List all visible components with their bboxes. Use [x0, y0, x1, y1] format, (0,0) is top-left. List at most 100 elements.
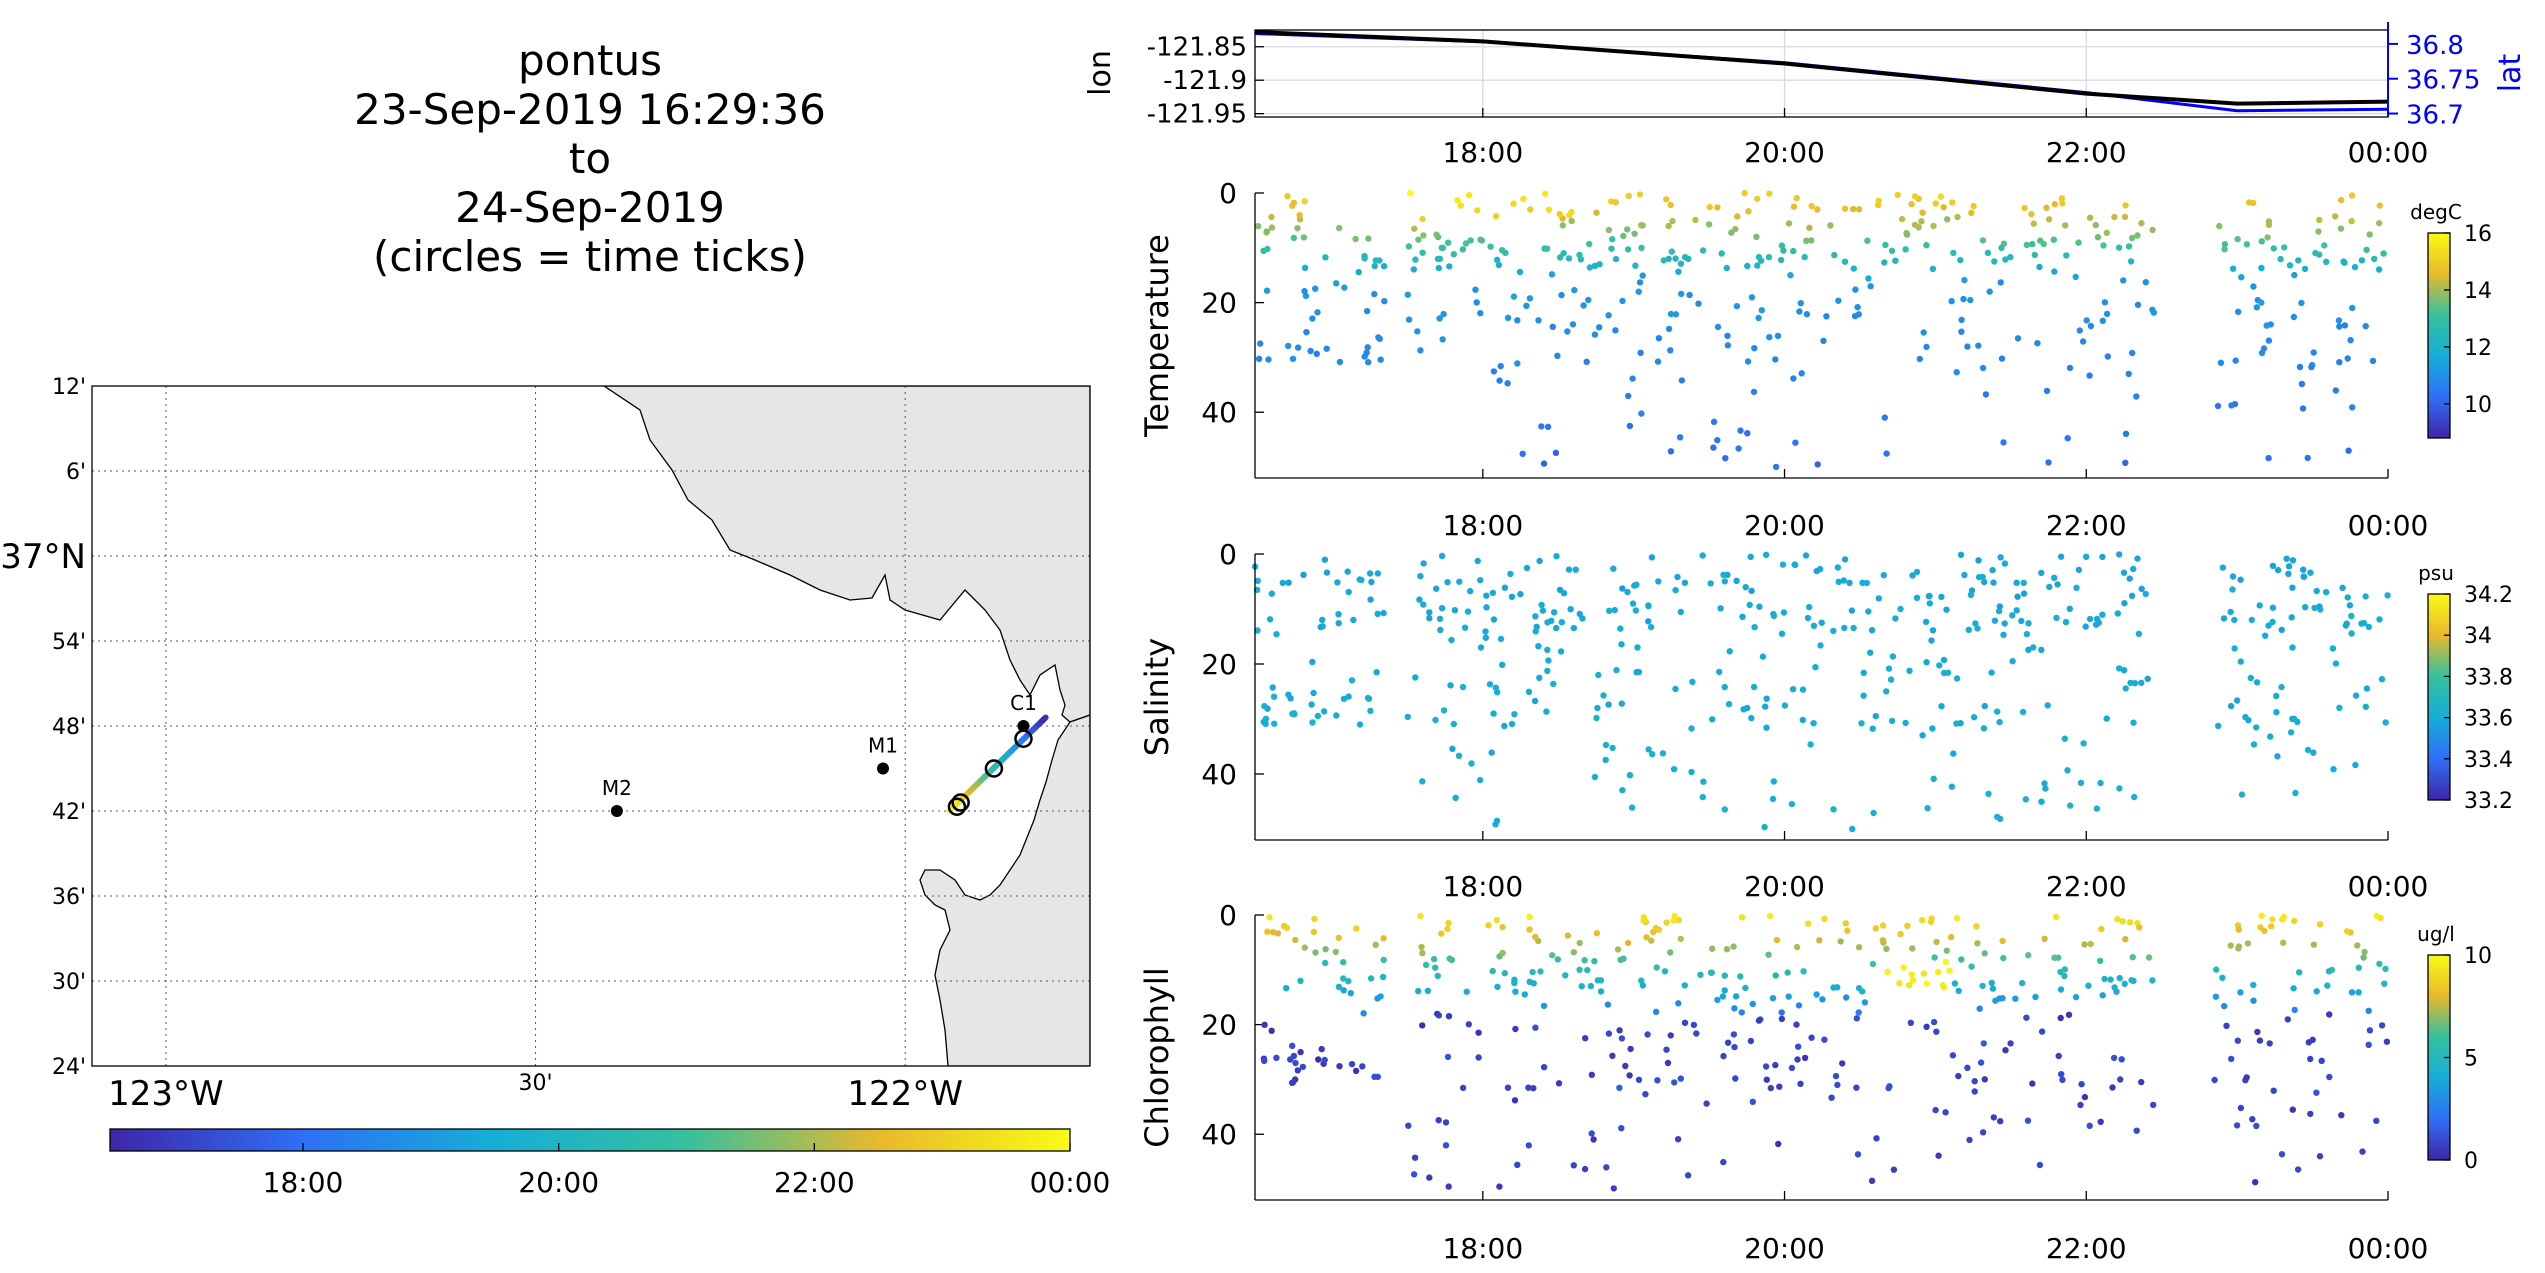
data-point [1784, 969, 1791, 976]
data-point [1433, 231, 1440, 238]
data-point [1301, 264, 1309, 271]
data-point [2043, 387, 2051, 395]
data-point [1525, 1142, 1533, 1149]
data-point [2376, 202, 2383, 209]
data-point [1420, 232, 1427, 239]
data-point [1624, 246, 1632, 253]
data-point [1629, 600, 1637, 607]
data-point [2269, 604, 2277, 611]
data-point [2057, 1014, 2064, 1022]
data-point [2144, 675, 2151, 682]
data-point [1689, 678, 1696, 685]
data-point [2050, 236, 2057, 243]
data-point [1799, 686, 1807, 693]
data-point [2300, 573, 2307, 580]
data-point [2265, 221, 2273, 228]
data-point [1935, 1152, 1942, 1159]
data-point [2326, 1073, 2333, 1081]
data-point [1512, 1025, 1519, 1033]
data-point [2066, 605, 2073, 612]
data-point [1793, 1021, 1800, 1028]
data-point [1797, 1080, 1804, 1088]
map-lon-tick-label: 30' [519, 1071, 553, 1096]
data-point [1772, 1061, 1779, 1069]
data-point [1410, 266, 1418, 273]
data-point [1637, 349, 1644, 356]
data-point [1319, 616, 1326, 624]
data-point [2253, 679, 2261, 686]
data-point [2344, 594, 2351, 601]
data-point [1417, 572, 1424, 580]
data-point [1570, 949, 1578, 956]
data-point [1863, 579, 1871, 587]
data-point [1530, 980, 1537, 987]
data-point [2082, 623, 2089, 630]
data-point [1867, 649, 1874, 656]
data-point [2122, 685, 2129, 692]
data-point [1814, 461, 1821, 468]
data-point [1467, 587, 1474, 595]
data-point [1619, 585, 1626, 592]
data-point [2054, 581, 2061, 588]
time-tick-label: 00:00 [2348, 1232, 2429, 1265]
data-point [2114, 610, 2121, 617]
data-point [2310, 749, 2317, 756]
data-point [1581, 1165, 1589, 1173]
data-point [1468, 760, 1475, 767]
data-point [1780, 609, 1788, 616]
data-point [2127, 258, 2135, 265]
data-point [2097, 957, 2104, 964]
data-point [1625, 392, 1632, 400]
data-point [1973, 923, 1980, 930]
data-point [1684, 1172, 1692, 1179]
data-point [1998, 355, 2006, 362]
data-point [1437, 626, 1444, 634]
data-point [1590, 1136, 1597, 1143]
data-point [2346, 602, 2354, 609]
data-point [1532, 1024, 1539, 1031]
data-point [2023, 1014, 2030, 1021]
data-point [1519, 450, 1526, 457]
data-point [1608, 245, 1615, 252]
data-point [1950, 249, 1957, 257]
data-point [1426, 1174, 1433, 1181]
data-point [2029, 240, 2036, 248]
data-point [1501, 584, 1509, 591]
data-point [2376, 220, 2383, 227]
data-point [1356, 576, 1363, 583]
data-point [1530, 1085, 1537, 1092]
data-point [1447, 682, 1454, 689]
data-point [2131, 680, 2139, 687]
data-point [1672, 685, 1679, 693]
data-point [2114, 916, 2121, 923]
data-point [2138, 679, 2145, 686]
data-point [2310, 941, 2318, 948]
data-point [1600, 692, 1607, 699]
data-point [1380, 956, 1387, 964]
station-label: M1 [868, 734, 898, 758]
chlorophyll-axis-label: Chlorophyll [1138, 967, 1176, 1147]
data-point [2076, 327, 2083, 334]
data-point [1321, 1056, 1328, 1064]
data-point [1638, 410, 1645, 417]
data-point [1770, 612, 1778, 620]
data-point [1302, 292, 1310, 300]
data-point [2291, 715, 2298, 722]
data-point [1285, 579, 1292, 586]
data-point [2080, 740, 2087, 747]
data-point [2118, 1056, 2125, 1063]
map-lat-tick-label: 42' [52, 800, 86, 825]
data-point [1512, 988, 1519, 995]
data-point [2012, 995, 2019, 1002]
data-point [1957, 551, 1965, 558]
data-point [1695, 300, 1702, 307]
data-point [1283, 985, 1290, 992]
data-point [1544, 423, 1552, 430]
lon-axis-label: lon [1083, 50, 1118, 96]
data-point [1486, 681, 1494, 688]
data-point [1848, 607, 1856, 614]
data-point [1537, 968, 1544, 975]
data-point [1596, 324, 1603, 331]
data-point [1313, 350, 1321, 357]
data-point [1714, 437, 1721, 444]
